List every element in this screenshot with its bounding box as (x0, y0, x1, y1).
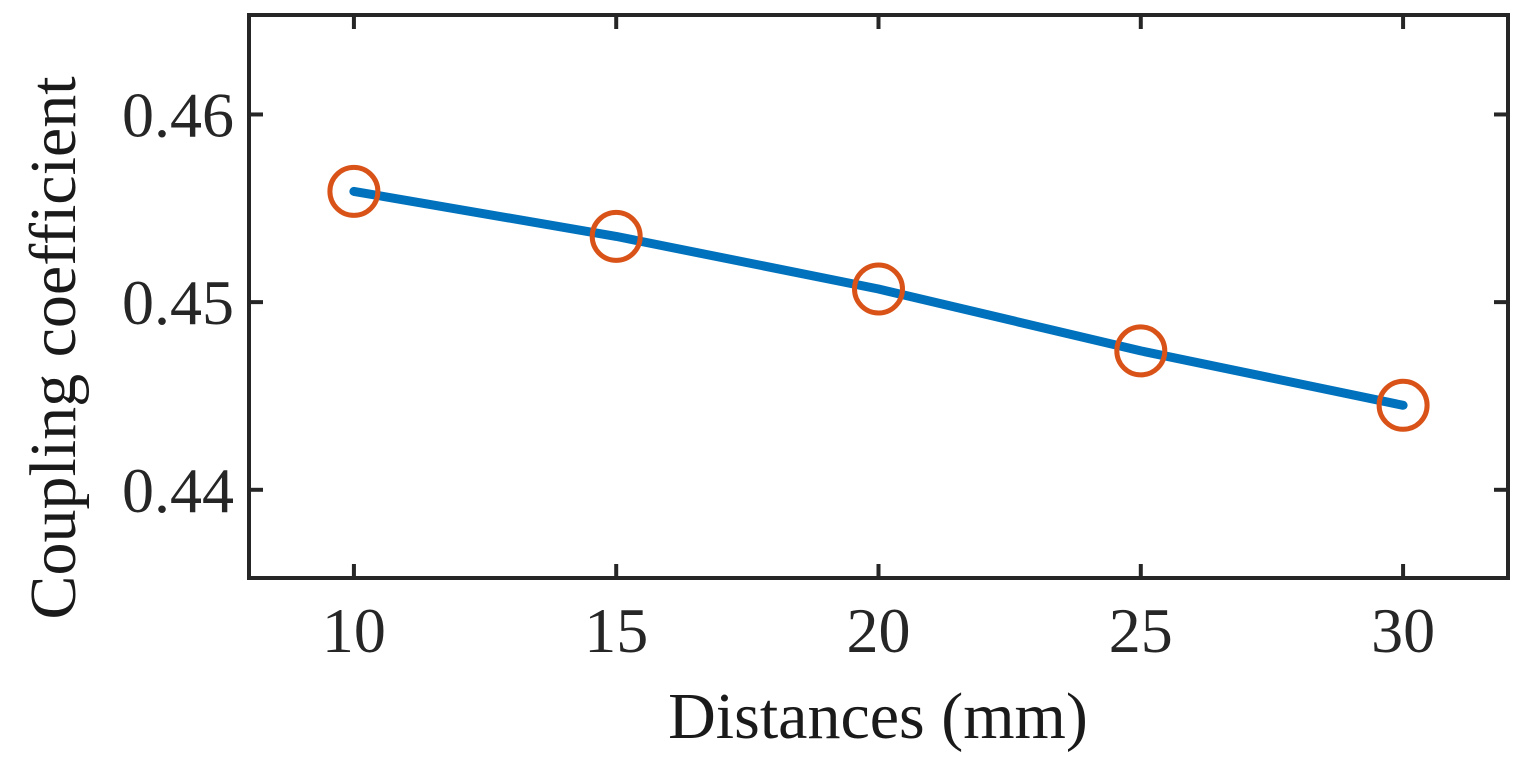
series-markers (327, 164, 1430, 432)
x-tick-label: 30 (1371, 595, 1435, 666)
x-tick-label: 20 (847, 595, 911, 666)
data-point-marker (1376, 378, 1430, 432)
y-tick-label: 0.46 (122, 79, 234, 150)
series-line (349, 186, 1408, 410)
y-ticks: 0.44 0.45 0.46 (122, 79, 1508, 526)
data-point-marker (852, 262, 905, 316)
series-lines (349, 186, 1408, 410)
data-point-marker (589, 209, 643, 263)
y-tick-label: 0.45 (122, 267, 234, 338)
plot-area-frame (247, 13, 1510, 580)
data-point-marker (327, 164, 381, 218)
data-point-marker (1114, 324, 1168, 378)
y-axis-title: Coupling coefficient (17, 76, 90, 619)
y-tick-label: 0.44 (122, 455, 234, 526)
x-axis-title: Distances (mm) (668, 680, 1088, 753)
x-tick-label: 15 (584, 595, 648, 666)
x-tick-label: 10 (322, 595, 386, 666)
x-tick-label: 25 (1109, 595, 1173, 666)
x-ticks: 10 15 20 25 30 (322, 15, 1435, 666)
